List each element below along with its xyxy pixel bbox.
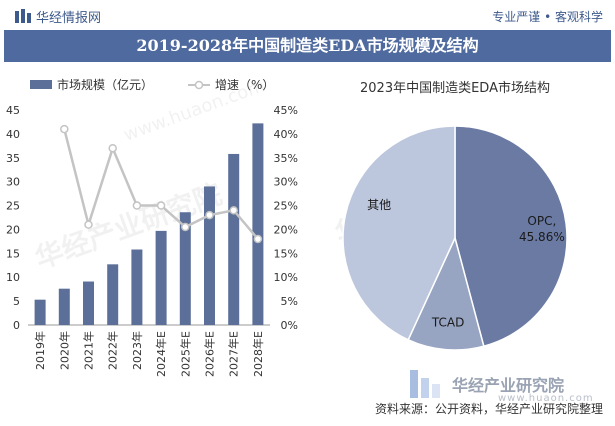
pie-slice — [342, 125, 456, 341]
legend-marker-line — [194, 80, 204, 90]
legend-label-bar: 市场规模（亿元） — [57, 77, 153, 92]
y-left-tick-label: 20 — [6, 223, 20, 236]
y-left-tick-label: 0 — [13, 319, 20, 332]
slogan: 专业严谨 • 客观科学 — [492, 10, 603, 24]
x-tick-label: 2023年 — [130, 331, 144, 370]
pie-slice — [407, 235, 485, 351]
bar — [131, 249, 143, 325]
growth-point — [253, 234, 263, 244]
y-right-tick-label: 45% — [274, 104, 298, 117]
y-right-tick-label: 10% — [274, 271, 298, 284]
y-right-tick-label: 25% — [274, 200, 298, 213]
y-right-tick-label: 30% — [274, 176, 298, 189]
bar — [155, 230, 167, 325]
bar — [204, 186, 215, 325]
bar — [228, 153, 240, 325]
y-right-tick-label: 35% — [274, 152, 298, 165]
y-left-tick-label: 40 — [6, 128, 20, 141]
y-left-tick-label: 15 — [6, 247, 20, 260]
y-right-tick-label: 0% — [281, 319, 298, 332]
bar — [252, 123, 264, 325]
y-left-tick-label: 25 — [6, 200, 20, 213]
growth-point — [84, 220, 93, 229]
growth-point — [205, 210, 214, 220]
growth-point — [156, 201, 166, 210]
growth-point — [132, 201, 142, 210]
brand-name: 华经情报网 — [36, 11, 102, 26]
y-left-tick-label: 10 — [6, 271, 20, 284]
bar — [58, 288, 70, 325]
growth-point — [108, 143, 117, 153]
legend-swatch-bar — [30, 80, 52, 89]
bar — [34, 299, 46, 325]
pie-label: OPC, — [527, 214, 556, 228]
page-title: 2019-2028年中国制造类EDA市场规模及结构 — [136, 36, 479, 55]
y-left-tick-label: 30 — [6, 176, 20, 189]
x-tick-label: 2025年E — [178, 331, 192, 377]
bar-line-chart: 市场规模（亿元） 增速（%） 0 5 10 15 20 25 30 35 40 45 0% 5% 10% 15… — [6, 77, 298, 377]
pie-slice — [454, 125, 568, 348]
footer-brand: 华经产业研究院 — [452, 376, 565, 395]
growth-point — [181, 222, 190, 232]
x-tick-label: 2020年 — [57, 331, 71, 370]
bar — [179, 212, 191, 325]
x-tick-label: 2028年E — [251, 331, 265, 377]
x-tick-label: 2027年E — [227, 331, 241, 377]
pie-value-label: 45.86% — [519, 230, 565, 244]
x-tick-label: 2019年 — [33, 331, 47, 370]
y-right-tick-label: 40% — [274, 128, 298, 141]
x-tick-label: 2022年 — [106, 331, 120, 370]
source-note: 资料来源：公开资料，华经产业研究院整理 — [374, 402, 603, 416]
footer-logo-icon — [410, 370, 440, 398]
title-bar: 2019-2028年中国制造类EDA市场规模及结构 — [4, 30, 611, 62]
pie-label: TCAD — [431, 315, 464, 329]
y-right-tick-label: 20% — [274, 223, 298, 236]
pie-label: 其他 — [367, 198, 391, 212]
y-left-tick-label: 5 — [13, 295, 20, 308]
bar — [83, 281, 94, 325]
pie-chart: 2023年中国制造类EDA市场结构 OPC, 45.86% TCAD 其他 — [342, 80, 568, 351]
pie-title: 2023年中国制造类EDA市场结构 — [360, 80, 550, 96]
top-bar: 华经情报网 专业严谨 • 客观科学 — [0, 0, 615, 30]
y-left-tick-label: 35 — [6, 152, 20, 165]
growth-point — [60, 124, 69, 134]
x-tick-label: 2021年 — [82, 331, 96, 370]
growth-point — [229, 206, 238, 215]
legend-label-line: 增速（%） — [215, 78, 274, 92]
y-left-tick-label: 45 — [6, 104, 20, 117]
x-tick-label: 2026年E — [203, 331, 217, 377]
y-right-tick-label: 15% — [274, 247, 298, 260]
brand-logo-icon — [15, 9, 31, 23]
x-tick-label: 2024年E — [154, 331, 168, 377]
y-right-tick-label: 5% — [281, 295, 298, 308]
footer-url: www.huaon.com — [498, 393, 594, 404]
bar — [107, 264, 119, 325]
